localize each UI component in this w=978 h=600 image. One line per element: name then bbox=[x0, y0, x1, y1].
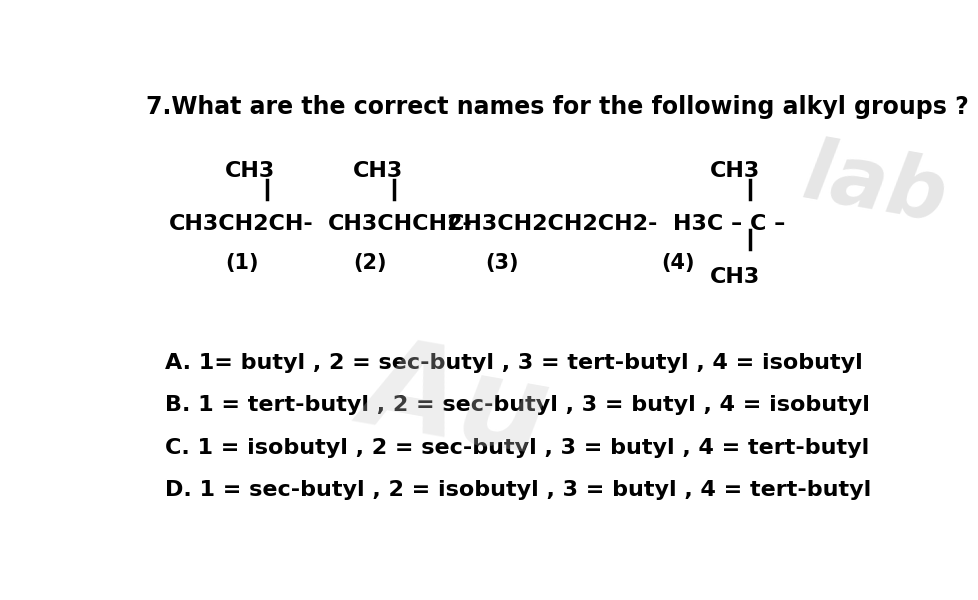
Text: CH3CH2CH2CH2-: CH3CH2CH2CH2- bbox=[447, 214, 657, 235]
Text: CH3: CH3 bbox=[709, 161, 759, 181]
Text: B. 1 = tert-butyl , 2 = sec-butyl , 3 = butyl , 4 = isobutyl: B. 1 = tert-butyl , 2 = sec-butyl , 3 = … bbox=[165, 395, 869, 415]
Text: CH3CH2CH-: CH3CH2CH- bbox=[168, 214, 313, 235]
Text: CH3: CH3 bbox=[709, 267, 759, 287]
Text: CH3CHCH2-: CH3CHCH2- bbox=[328, 214, 472, 235]
Text: A. 1= butyl , 2 = sec-butyl , 3 = tert-butyl , 4 = isobutyl: A. 1= butyl , 2 = sec-butyl , 3 = tert-b… bbox=[165, 353, 862, 373]
Text: (4): (4) bbox=[660, 253, 693, 273]
Text: (3): (3) bbox=[485, 253, 518, 273]
Text: CH3: CH3 bbox=[353, 161, 403, 181]
Text: (1): (1) bbox=[226, 253, 259, 273]
Text: (2): (2) bbox=[353, 253, 386, 273]
Text: lab: lab bbox=[796, 134, 952, 238]
Text: 7.What are the correct names for the following alkyl groups ?: 7.What are the correct names for the fol… bbox=[146, 95, 967, 119]
Text: CH3: CH3 bbox=[225, 161, 275, 181]
Text: H3C – C –: H3C – C – bbox=[672, 214, 784, 235]
Text: C. 1 = isobutyl , 2 = sec-butyl , 3 = butyl , 4 = tert-butyl: C. 1 = isobutyl , 2 = sec-butyl , 3 = bu… bbox=[165, 438, 868, 458]
Text: D. 1 = sec-butyl , 2 = isobutyl , 3 = butyl , 4 = tert-butyl: D. 1 = sec-butyl , 2 = isobutyl , 3 = bu… bbox=[165, 480, 870, 500]
Text: Au: Au bbox=[353, 328, 557, 479]
